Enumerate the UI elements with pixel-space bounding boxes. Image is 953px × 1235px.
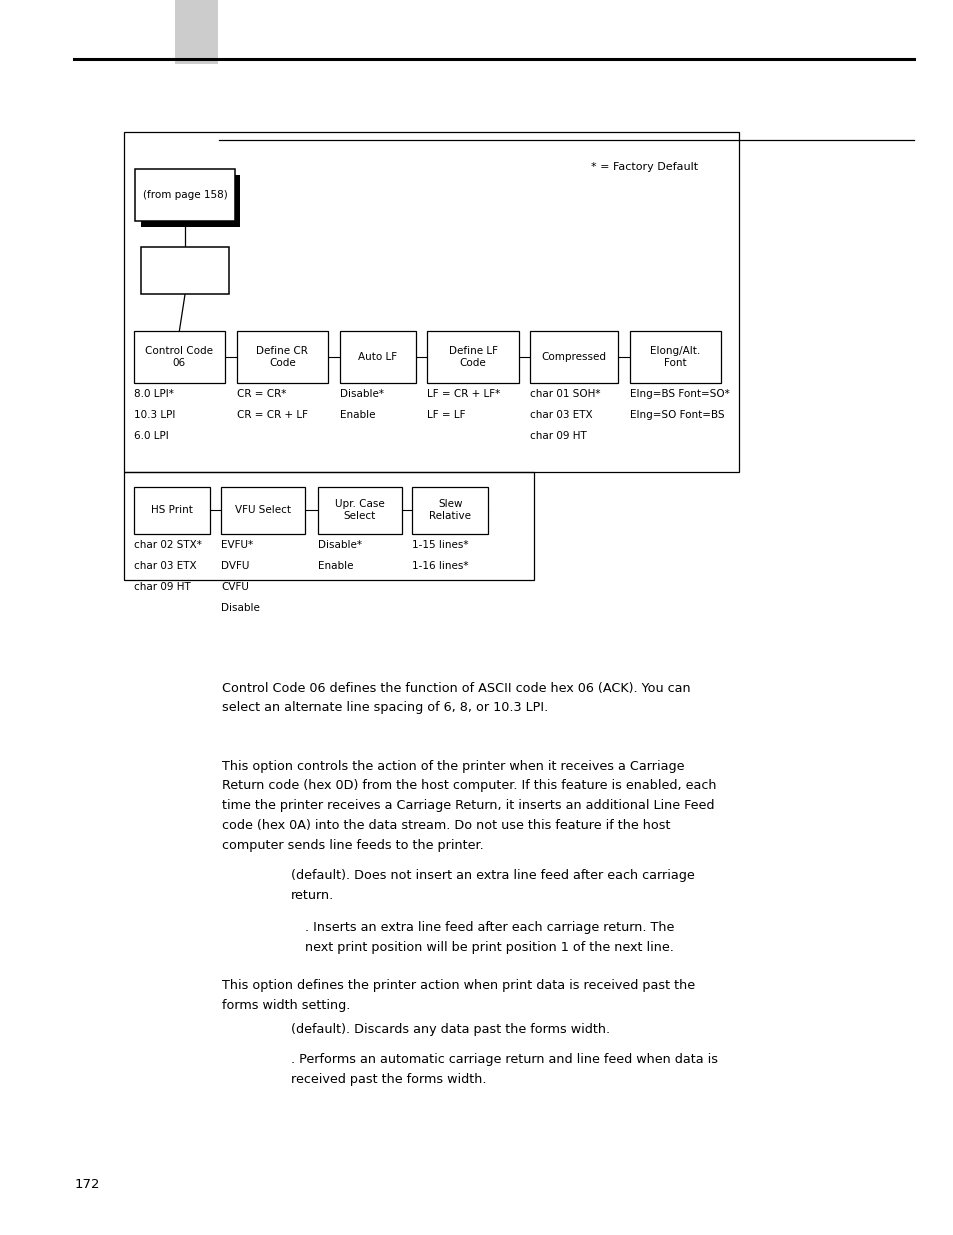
Text: CR = CR + LF: CR = CR + LF bbox=[236, 410, 307, 420]
Text: Disable: Disable bbox=[221, 603, 260, 613]
Bar bbox=[124, 472, 534, 580]
Text: char 09 HT: char 09 HT bbox=[133, 582, 190, 592]
Text: 1-16 lines*: 1-16 lines* bbox=[412, 561, 468, 571]
Text: 172: 172 bbox=[74, 1177, 100, 1191]
Bar bbox=[339, 331, 416, 383]
Text: Control Code
06: Control Code 06 bbox=[145, 346, 213, 368]
Text: Elng=BS Font=SO*: Elng=BS Font=SO* bbox=[629, 389, 729, 399]
Text: received past the forms width.: received past the forms width. bbox=[291, 1073, 486, 1087]
Text: time the printer receives a Carriage Return, it inserts an additional Line Feed: time the printer receives a Carriage Ret… bbox=[222, 799, 714, 813]
Text: forms width setting.: forms width setting. bbox=[222, 999, 351, 1013]
Text: CVFU: CVFU bbox=[221, 582, 249, 592]
Bar bbox=[236, 331, 328, 383]
Text: LF = CR + LF*: LF = CR + LF* bbox=[427, 389, 500, 399]
Bar bbox=[317, 487, 401, 534]
Text: 1-15 lines*: 1-15 lines* bbox=[412, 540, 468, 550]
Text: 6.0 LPI: 6.0 LPI bbox=[133, 431, 168, 441]
Bar bbox=[135, 169, 234, 221]
Text: (from page 158): (from page 158) bbox=[143, 190, 227, 200]
Text: DVFU: DVFU bbox=[221, 561, 250, 571]
Text: Compressed: Compressed bbox=[541, 352, 606, 362]
Text: Control Code 06 defines the function of ASCII code hex 06 (ACK). You can: Control Code 06 defines the function of … bbox=[222, 682, 690, 695]
Bar bbox=[133, 487, 210, 534]
Text: Elong/Alt.
Font: Elong/Alt. Font bbox=[650, 346, 700, 368]
Text: Elng=SO Font=BS: Elng=SO Font=BS bbox=[629, 410, 723, 420]
Bar bbox=[530, 331, 618, 383]
Text: . Performs an automatic carriage return and line feed when data is: . Performs an automatic carriage return … bbox=[291, 1053, 718, 1067]
Bar bbox=[124, 132, 739, 472]
Bar bbox=[133, 331, 225, 383]
Text: Upr. Case
Select: Upr. Case Select bbox=[335, 499, 384, 521]
Bar bbox=[427, 331, 518, 383]
Text: EVFU*: EVFU* bbox=[221, 540, 253, 550]
Text: Disable*: Disable* bbox=[339, 389, 383, 399]
Text: char 03 ETX: char 03 ETX bbox=[133, 561, 196, 571]
Text: This option controls the action of the printer when it receives a Carriage: This option controls the action of the p… bbox=[222, 760, 684, 773]
Text: Slew
Relative: Slew Relative bbox=[429, 499, 471, 521]
Bar bbox=[221, 487, 305, 534]
Text: Disable*: Disable* bbox=[317, 540, 361, 550]
Text: Define CR
Code: Define CR Code bbox=[256, 346, 308, 368]
Bar bbox=[141, 247, 229, 294]
Bar bbox=[141, 175, 240, 227]
Text: Auto LF: Auto LF bbox=[357, 352, 397, 362]
Text: Define LF
Code: Define LF Code bbox=[448, 346, 497, 368]
Text: (default). Does not insert an extra line feed after each carriage: (default). Does not insert an extra line… bbox=[291, 869, 694, 883]
Text: Enable: Enable bbox=[339, 410, 375, 420]
Bar bbox=[174, 0, 218, 64]
Text: computer sends line feeds to the printer.: computer sends line feeds to the printer… bbox=[222, 839, 483, 852]
Text: (default). Discards any data past the forms width.: (default). Discards any data past the fo… bbox=[291, 1023, 610, 1036]
Text: char 03 ETX: char 03 ETX bbox=[530, 410, 593, 420]
Text: HS Print: HS Print bbox=[151, 505, 193, 515]
Text: next print position will be print position 1 of the next line.: next print position will be print positi… bbox=[305, 941, 674, 955]
Text: 8.0 LPI*: 8.0 LPI* bbox=[133, 389, 173, 399]
Text: select an alternate line spacing of 6, 8, or 10.3 LPI.: select an alternate line spacing of 6, 8… bbox=[222, 701, 548, 715]
Text: CR = CR*: CR = CR* bbox=[236, 389, 286, 399]
Text: VFU Select: VFU Select bbox=[235, 505, 291, 515]
Text: return.: return. bbox=[291, 889, 334, 903]
Text: LF = LF: LF = LF bbox=[427, 410, 465, 420]
Text: char 09 HT: char 09 HT bbox=[530, 431, 586, 441]
Text: . Inserts an extra line feed after each carriage return. The: . Inserts an extra line feed after each … bbox=[305, 921, 674, 935]
Text: code (hex 0A) into the data stream. Do not use this feature if the host: code (hex 0A) into the data stream. Do n… bbox=[222, 819, 670, 832]
Text: 10.3 LPI: 10.3 LPI bbox=[133, 410, 174, 420]
Text: Enable: Enable bbox=[317, 561, 353, 571]
Bar bbox=[412, 487, 488, 534]
Text: This option defines the printer action when print data is received past the: This option defines the printer action w… bbox=[222, 979, 695, 993]
Text: char 02 STX*: char 02 STX* bbox=[133, 540, 201, 550]
Text: Return code (hex 0D) from the host computer. If this feature is enabled, each: Return code (hex 0D) from the host compu… bbox=[222, 779, 716, 793]
Text: * = Factory Default: * = Factory Default bbox=[591, 162, 698, 172]
Text: char 01 SOH*: char 01 SOH* bbox=[530, 389, 600, 399]
Bar bbox=[629, 331, 720, 383]
